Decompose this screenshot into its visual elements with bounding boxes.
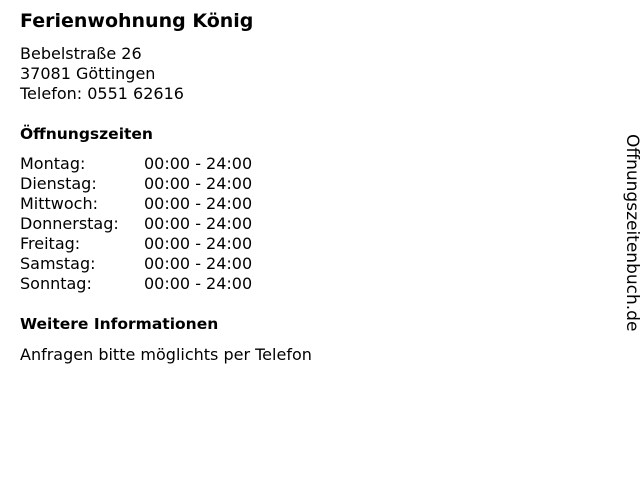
info-heading: Weitere Informationen: [20, 315, 219, 333]
hours-heading: Öffnungszeiten: [20, 125, 153, 143]
hours-row: Samstag: 00:00 - 24:00: [20, 254, 252, 274]
info-text: Anfragen bitte möglichts per Telefon: [20, 345, 312, 364]
time: 00:00 - 24:00: [144, 194, 253, 213]
time: 00:00 - 24:00: [144, 154, 253, 173]
day: Mittwoch:: [20, 194, 98, 213]
hours-row: Dienstag: 00:00 - 24:00: [20, 174, 252, 194]
hours-row: Donnerstag: 00:00 - 24:00: [20, 214, 252, 234]
page-title: Ferienwohnung König: [20, 10, 254, 32]
day: Freitag:: [20, 234, 81, 253]
time: 00:00 - 24:00: [144, 214, 253, 233]
time: 00:00 - 24:00: [144, 234, 253, 253]
address: Bebelstraße 26 37081 Göttingen Telefon: …: [20, 44, 184, 104]
hours-row: Sonntag: 00:00 - 24:00: [20, 274, 252, 294]
street: Bebelstraße 26: [20, 44, 142, 63]
watermark: Öffnungszeitenbuch.de: [622, 134, 640, 332]
day: Dienstag:: [20, 174, 97, 193]
hours-row: Freitag: 00:00 - 24:00: [20, 234, 252, 254]
day: Sonntag:: [20, 274, 92, 293]
hours-row: Mittwoch: 00:00 - 24:00: [20, 194, 252, 214]
day: Montag:: [20, 154, 86, 173]
time: 00:00 - 24:00: [144, 174, 253, 193]
city: 37081 Göttingen: [20, 64, 156, 83]
hours-row: Montag: 00:00 - 24:00: [20, 154, 252, 174]
phone: Telefon: 0551 62616: [20, 84, 184, 103]
day: Donnerstag:: [20, 214, 119, 233]
time: 00:00 - 24:00: [144, 254, 253, 273]
time: 00:00 - 24:00: [144, 274, 253, 293]
hours-table: Montag: 00:00 - 24:00 Dienstag: 00:00 - 24…: [20, 154, 252, 294]
day: Samstag:: [20, 254, 96, 273]
